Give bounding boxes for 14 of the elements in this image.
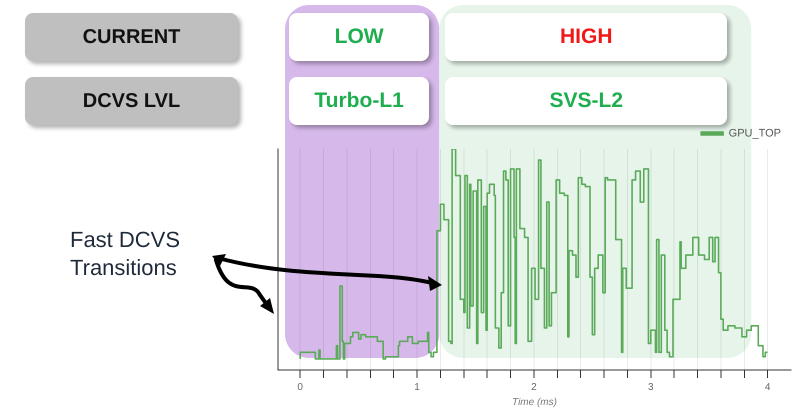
text: SVS-L2: [445, 77, 728, 125]
text: Fast DCVS Transitions: [70, 226, 182, 282]
x-tick-label: 3: [648, 382, 654, 393]
x-tick-label: 2: [531, 382, 538, 393]
band-label: LOW: [289, 13, 430, 61]
x-tick-label: 1: [414, 382, 420, 393]
text: Turbo-L1: [289, 77, 430, 125]
text: DCVS LVL: [25, 77, 238, 125]
text: CURRENT: [25, 13, 238, 61]
x-tick-label: 0: [297, 382, 304, 393]
legend-label: GPU_TOP: [728, 128, 782, 140]
band-label: HIGH: [445, 13, 728, 61]
x-axis-title: Time (ms): [512, 396, 557, 408]
x-tick-label: 4: [764, 382, 771, 393]
